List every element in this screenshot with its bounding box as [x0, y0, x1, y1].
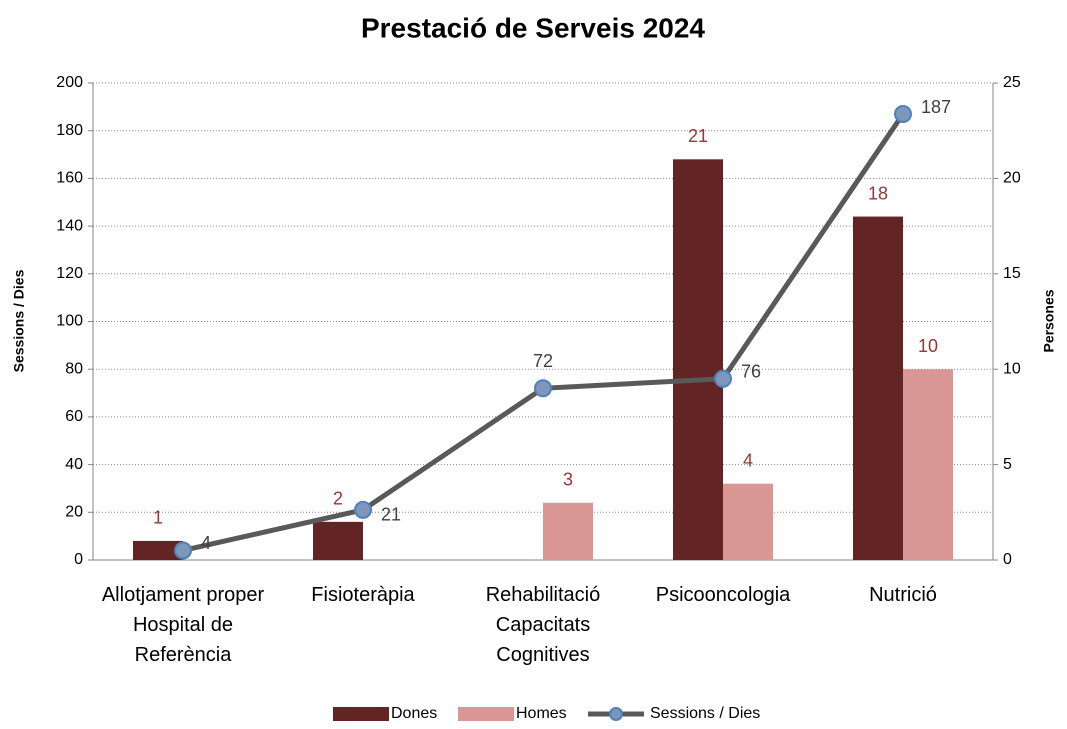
bar	[853, 216, 903, 560]
y-tick-label: 0	[74, 551, 83, 568]
bar	[543, 502, 593, 560]
y2-tick-label: 10	[1003, 360, 1021, 377]
y2-tick-label: 25	[1003, 74, 1021, 91]
y2-tick-label: 0	[1003, 551, 1012, 568]
bar-value-label: 1	[153, 508, 163, 528]
line-marker	[714, 369, 732, 388]
legend-swatch	[458, 707, 514, 721]
legend-swatch	[333, 707, 389, 721]
y-tick-label: 100	[56, 313, 83, 330]
line-marker	[354, 500, 372, 519]
bar-value-label: 18	[868, 183, 888, 203]
x-tick-label: Allotjament proper Hospital de Referència	[102, 584, 265, 666]
bar	[903, 369, 953, 560]
x-tick-label: Rehabilitació Capacitats Cognitives	[486, 584, 601, 666]
legend-label: Sessions / Dies	[650, 705, 760, 722]
line-value-label: 21	[381, 505, 401, 525]
bar	[673, 159, 723, 560]
y2-tick-label: 20	[1003, 170, 1021, 187]
chart-title: Prestació de Serveis 2024	[361, 12, 705, 43]
line-value-label: 4	[201, 533, 211, 553]
legend-label: Dones	[391, 705, 437, 722]
x-tick-label: Nutrició	[869, 584, 937, 606]
bar-value-label: 2	[333, 489, 343, 509]
y-tick-label: 200	[56, 74, 83, 91]
bar	[133, 540, 183, 560]
line-value-label: 187	[921, 97, 951, 117]
y-tick-label: 120	[56, 265, 83, 282]
y-tick-label: 180	[56, 122, 83, 139]
y-tick-label: 160	[56, 170, 83, 187]
line-value-label: 72	[533, 351, 553, 371]
line-value-label: 76	[741, 361, 761, 381]
y-axis-title: Sessions / Dies	[11, 269, 27, 372]
bar	[723, 483, 773, 560]
bar-value-label: 3	[563, 470, 573, 490]
bar	[313, 521, 363, 560]
x-tick-label: Psicooncologia	[656, 584, 791, 606]
y-tick-label: 20	[65, 504, 83, 521]
legend-marker	[609, 707, 623, 721]
bar-value-label: 10	[918, 336, 938, 356]
line-marker	[174, 541, 192, 560]
y-tick-label: 40	[65, 456, 83, 473]
line-marker	[894, 105, 912, 124]
bar-value-label: 4	[743, 450, 753, 470]
y2-axis-title: Persones	[1041, 289, 1057, 352]
legend-label: Homes	[516, 705, 567, 722]
y2-tick-label: 15	[1003, 265, 1021, 282]
y-tick-label: 140	[56, 217, 83, 234]
line	[182, 112, 906, 553]
bar-value-label: 21	[688, 126, 708, 146]
y-tick-label: 60	[65, 408, 83, 425]
x-tick-label: Fisioteràpia	[311, 584, 415, 606]
line-marker	[534, 379, 552, 398]
y2-tick-label: 5	[1003, 456, 1012, 473]
y-tick-label: 80	[65, 360, 83, 377]
